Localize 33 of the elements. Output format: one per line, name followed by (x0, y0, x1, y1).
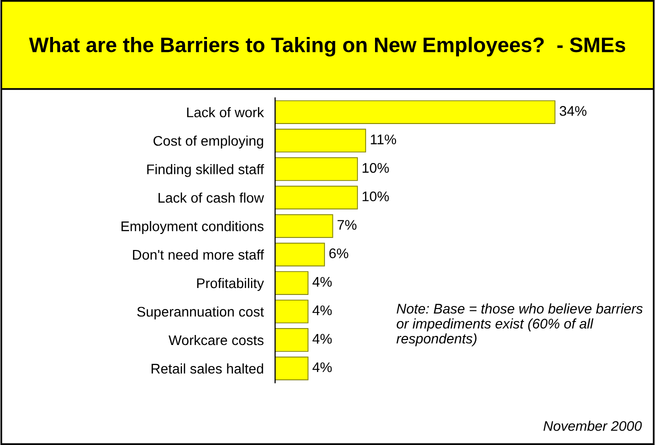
data-label: 4% (312, 305, 332, 316)
bar (275, 300, 308, 324)
y-tick-label: Lack of cash flow (158, 192, 264, 203)
bar (275, 356, 308, 380)
data-label: 10% (362, 191, 389, 202)
annotation: Note: Base = those who believe barriers or impediments exist (60% of all respondents) (396, 303, 643, 346)
data-label: 4% (312, 362, 332, 372)
bar (275, 157, 358, 181)
text: November 2000 (544, 420, 642, 431)
bar (275, 271, 308, 295)
bar (275, 186, 358, 210)
data-label: 4% (312, 276, 332, 287)
bar (275, 100, 556, 124)
bar (275, 328, 308, 352)
data-label: 10% (362, 162, 389, 173)
chart-title: What are the Barriers to Taking on New Employees? - SMEs (29, 36, 626, 56)
bar (275, 214, 334, 238)
y-tick-label: Don't need more staff (133, 250, 264, 260)
data-label: 11% (370, 134, 396, 144)
bar (275, 242, 325, 266)
y-tick-label: Finding skilled staff (147, 164, 264, 178)
data-label: 7% (338, 220, 356, 230)
y-tick-label: Employment conditions (122, 221, 264, 234)
y-tick-label: Lack of work (187, 107, 264, 118)
y-tick-label: Workcare costs (168, 334, 264, 346)
data-label: 6% (329, 248, 348, 258)
bar (275, 128, 366, 152)
y-tick-label: Retail sales halted (152, 363, 264, 374)
y-tick-label: Profitability (197, 278, 264, 291)
y-tick-label: Superannuation cost (137, 306, 264, 320)
data-label: 34% (560, 106, 586, 116)
data-label: 4% (312, 334, 332, 344)
y-tick-label: Cost of employing (154, 136, 264, 149)
